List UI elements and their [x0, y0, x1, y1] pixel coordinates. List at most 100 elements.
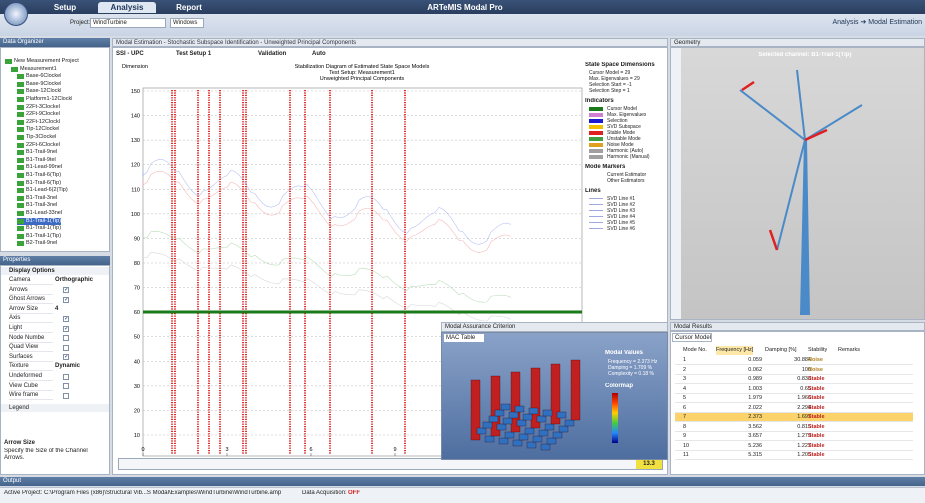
- column-header[interactable]: Remarks: [838, 347, 861, 353]
- tree-item[interactable]: B1-Trail-6(Tip): [17, 180, 61, 187]
- checkbox[interactable]: [63, 373, 69, 380]
- mac-bar: [530, 367, 541, 429]
- toolbar-item[interactable]: SSI - UPC: [116, 51, 144, 57]
- checkbox[interactable]: ✓: [63, 287, 69, 294]
- section-header[interactable]: Display Options: [1, 267, 109, 275]
- column-header[interactable]: Stability: [808, 347, 828, 353]
- result-row[interactable]: [675, 385, 913, 394]
- toolbar-item[interactable]: Test Setup 1: [176, 51, 212, 57]
- tree-item[interactable]: B1-Trail-9nel: [17, 149, 57, 156]
- tree-item[interactable]: Measurement1: [11, 66, 57, 73]
- property-label: Texture: [9, 362, 53, 372]
- tree-item[interactable]: 22Ft-3Clockel: [17, 104, 60, 111]
- property-label: Arrows: [9, 286, 53, 295]
- results-panel: [670, 331, 925, 475]
- toolbar-item[interactable]: Auto: [312, 51, 326, 57]
- result-row[interactable]: [675, 366, 913, 375]
- svd-line: [142, 231, 512, 303]
- tree-item[interactable]: 22Ft-12Clockl: [17, 119, 60, 126]
- result-row[interactable]: [675, 413, 913, 422]
- tree-item[interactable]: B1-Trail-1(Tip): [17, 217, 62, 225]
- result-row[interactable]: [675, 394, 913, 403]
- result-row[interactable]: [675, 356, 913, 365]
- checkbox[interactable]: [63, 392, 69, 399]
- result-row[interactable]: [675, 404, 913, 413]
- result-row[interactable]: [675, 423, 913, 432]
- tree-item[interactable]: B1-Trail-3nel: [17, 202, 57, 209]
- organizer-header: Data Organizer: [0, 38, 110, 47]
- property-label: Light: [9, 324, 53, 333]
- windows-menu[interactable]: Windows: [170, 18, 204, 28]
- property-label: View Cube: [9, 382, 53, 391]
- tree-item[interactable]: B1-Trail-3nel: [17, 195, 57, 202]
- tree-item[interactable]: B1-Trail-1(Tip): [17, 225, 61, 232]
- ribbon-tab[interactable]: Report: [176, 3, 202, 12]
- result-cell: Stable: [808, 423, 825, 430]
- tree-item[interactable]: Base-6Clockel: [17, 73, 61, 80]
- chart-title: Test Setup: Measurement1: [329, 70, 395, 76]
- column-header[interactable]: Frequency [Hz]: [716, 346, 754, 355]
- property-value[interactable]: Orthographic: [55, 277, 94, 283]
- tree-icon: [17, 157, 24, 163]
- mac-bar: [558, 425, 569, 433]
- legend-text: SVD Line #6: [607, 226, 636, 232]
- checkbox[interactable]: ✓: [63, 325, 69, 332]
- mac-bar: [532, 435, 543, 443]
- checkbox[interactable]: ✓: [63, 315, 69, 322]
- tree-item[interactable]: Base-9Clockel: [17, 81, 61, 88]
- tree-item[interactable]: B1-Trail-1(Tip): [17, 233, 61, 240]
- tree-item[interactable]: B1-Trail-9tel: [17, 157, 56, 164]
- app-button[interactable]: [4, 2, 28, 26]
- organizer-panel: New Measurement Project Measurement1 Base-…: [0, 47, 110, 252]
- tree-item[interactable]: 22Ft-6Clockel: [17, 142, 60, 149]
- ribbon-tab[interactable]: Analysis: [98, 2, 156, 13]
- tree-item[interactable]: B1-Lead-99nel: [17, 164, 62, 171]
- checkbox[interactable]: ✓: [63, 354, 69, 361]
- tree-item[interactable]: Tip-12Clockel: [17, 126, 59, 133]
- tree-item[interactable]: B1-Lead-33nel: [17, 210, 62, 217]
- legend-text: Selection Start = -1: [589, 82, 632, 88]
- toolbar-item[interactable]: Validation: [258, 51, 287, 57]
- legend-swatch: [589, 113, 603, 117]
- checkbox[interactable]: [63, 344, 69, 351]
- mac-bar: [556, 411, 567, 419]
- property-label: Wire frame: [9, 391, 53, 401]
- result-row[interactable]: [675, 375, 913, 384]
- result-cell: 3.562: [748, 423, 762, 430]
- tree-icon: [17, 241, 24, 247]
- property-value[interactable]: Dynamic: [55, 363, 81, 370]
- column-header[interactable]: Mode No.: [683, 347, 707, 353]
- tree-item[interactable]: 22Ft-9Clockel: [17, 111, 60, 118]
- result-row[interactable]: [675, 451, 913, 460]
- result-cell: 5.236: [748, 442, 762, 449]
- checkbox[interactable]: [63, 335, 69, 342]
- mac-table-label[interactable]: MAC Table: [444, 334, 484, 342]
- checkbox[interactable]: ✓: [63, 296, 69, 303]
- svd-line: [142, 252, 512, 322]
- result-row[interactable]: [675, 442, 913, 451]
- y-tick-label: 30: [134, 384, 140, 390]
- slider-track[interactable]: [118, 458, 663, 470]
- project-box[interactable]: WindTurbine: [90, 18, 166, 28]
- tree-item[interactable]: Platform1-12Clockl: [17, 96, 72, 103]
- tree-item[interactable]: Base-12Clockl: [17, 88, 61, 95]
- tree-item[interactable]: B1-Trail-6(Tip): [17, 172, 61, 179]
- property-value[interactable]: 4: [55, 305, 59, 312]
- legend-swatch: [589, 155, 603, 159]
- result-cell: 3: [683, 376, 687, 382]
- legend-section[interactable]: Legend: [1, 404, 109, 412]
- tree-item[interactable]: B1-Lead-6(2(Tip): [17, 187, 68, 194]
- checkbox[interactable]: [63, 383, 69, 390]
- tree-item[interactable]: Tip-3Clockel: [17, 134, 56, 141]
- mac-3d: [470, 359, 581, 451]
- tree-item[interactable]: B2-Trail-9nel: [17, 240, 57, 247]
- results-tab[interactable]: Cursor Model: [672, 333, 712, 342]
- result-cell: Noise: [808, 357, 823, 363]
- result-cell: 3.657: [748, 433, 762, 439]
- column-header[interactable]: Damping [%]: [765, 347, 797, 353]
- result-row[interactable]: [675, 432, 913, 441]
- legend-text: SVD Line #3: [607, 208, 636, 214]
- tree-item[interactable]: New Measurement Project: [5, 58, 79, 65]
- result-cell: 7: [683, 414, 687, 420]
- ribbon-tab[interactable]: Setup: [53, 3, 77, 12]
